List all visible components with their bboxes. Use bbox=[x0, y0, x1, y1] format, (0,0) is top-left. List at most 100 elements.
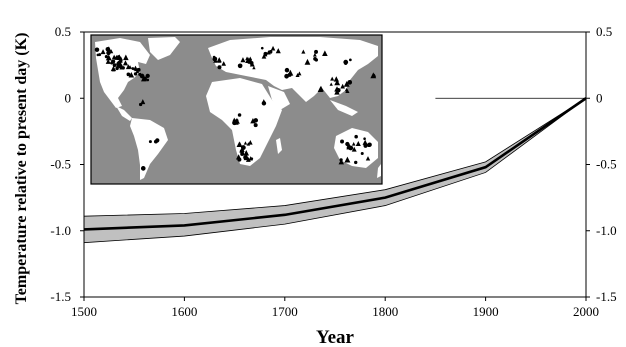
site-marker-dot bbox=[314, 49, 319, 54]
site-marker-dot bbox=[268, 50, 273, 54]
site-marker-triangle bbox=[248, 56, 252, 60]
site-marker-triangle bbox=[355, 140, 361, 147]
y-tick-label-left-3: 0 bbox=[65, 90, 72, 105]
land-new-zealand bbox=[377, 164, 381, 178]
site-marker-dot bbox=[346, 145, 351, 150]
site-marker-dot bbox=[106, 50, 111, 56]
y-tick-label-right-4: 0.5 bbox=[596, 24, 612, 39]
site-marker-triangle bbox=[351, 141, 356, 146]
site-marker-triangle bbox=[370, 72, 377, 79]
site-marker-triangle bbox=[243, 149, 249, 156]
site-marker-dot bbox=[263, 51, 268, 56]
site-marker-dot bbox=[343, 59, 349, 65]
site-marker-dot bbox=[111, 59, 116, 64]
x-tick-label-1700: 1700 bbox=[272, 304, 298, 319]
site-marker-triangle bbox=[334, 79, 341, 86]
site-marker-dot bbox=[261, 101, 267, 106]
site-marker-dot bbox=[237, 63, 243, 69]
site-marker-dot bbox=[243, 155, 248, 160]
site-marker-triangle bbox=[123, 54, 129, 61]
site-marker-dot bbox=[104, 55, 109, 59]
site-marker-dot bbox=[360, 152, 364, 156]
site-marker-triangle bbox=[248, 139, 253, 145]
site-marker-triangle bbox=[338, 158, 345, 165]
site-marker-dot bbox=[112, 63, 117, 68]
site-marker-triangle bbox=[301, 49, 306, 54]
site-marker-dot bbox=[284, 67, 290, 73]
site-marker-triangle bbox=[116, 54, 123, 60]
y-tick-label-left-0: -1.5 bbox=[50, 289, 71, 304]
land-madagascar bbox=[276, 138, 282, 154]
y-axis-title: Temperature relative to present day (K) bbox=[13, 33, 30, 305]
site-marker-dot bbox=[145, 73, 150, 78]
axes-layer: 1500 1600 1700 1800 1900 2000-1.5 -1.5-1.0 -1.0… bbox=[13, 24, 617, 347]
site-marker-dot bbox=[363, 137, 366, 140]
site-marker-dot bbox=[249, 61, 254, 66]
site-marker-triangle bbox=[100, 49, 106, 55]
site-marker-triangle bbox=[125, 64, 131, 70]
site-marker-dot bbox=[115, 66, 119, 71]
site-marker-triangle bbox=[234, 117, 240, 124]
y-tick-label-left-1: -1.0 bbox=[50, 223, 71, 238]
site-marker-dot bbox=[367, 142, 372, 147]
site-marker-dot bbox=[105, 46, 110, 52]
site-marker-triangle bbox=[329, 82, 333, 86]
site-marker-dot bbox=[146, 78, 150, 82]
site-markers bbox=[94, 45, 377, 171]
site-marker-triangle bbox=[275, 48, 281, 54]
x-tick-label-1600: 1600 bbox=[171, 304, 197, 319]
inset-site-map bbox=[90, 34, 383, 185]
y-tick-label-right-1: -1.0 bbox=[596, 223, 617, 238]
site-marker-triangle bbox=[351, 146, 357, 152]
site-marker-triangle bbox=[334, 86, 340, 92]
site-marker-triangle bbox=[362, 139, 368, 145]
map-landmasses bbox=[95, 37, 381, 180]
site-marker-triangle bbox=[119, 58, 123, 63]
x-tick-label-1500: 1500 bbox=[71, 304, 97, 319]
site-marker-triangle bbox=[128, 71, 135, 78]
site-marker-triangle bbox=[317, 86, 324, 92]
site-marker-triangle bbox=[111, 68, 116, 72]
site-marker-triangle bbox=[312, 52, 317, 57]
site-marker-triangle bbox=[236, 141, 243, 147]
land-central-america bbox=[116, 106, 132, 121]
x-tick-label-1900: 1900 bbox=[473, 304, 499, 319]
site-marker-triangle bbox=[287, 69, 294, 76]
site-marker-triangle bbox=[322, 50, 328, 57]
site-marker-dot bbox=[354, 134, 358, 139]
y-tick-label-right-0: -1.5 bbox=[596, 289, 617, 304]
site-marker-dot bbox=[138, 72, 142, 76]
site-marker-dot bbox=[217, 65, 222, 70]
site-marker-dot bbox=[349, 58, 352, 62]
site-marker-dot bbox=[121, 66, 125, 70]
site-marker-triangle bbox=[221, 61, 227, 66]
site-marker-triangle bbox=[140, 99, 146, 105]
site-marker-triangle bbox=[343, 80, 350, 87]
series-line-layer bbox=[83, 97, 587, 231]
site-marker-triangle bbox=[365, 156, 371, 161]
site-marker-dot bbox=[237, 113, 242, 117]
site-marker-dot bbox=[339, 158, 343, 162]
site-marker-dot bbox=[148, 140, 152, 144]
site-marker-triangle bbox=[245, 56, 249, 61]
site-marker-triangle bbox=[122, 60, 129, 66]
site-marker-triangle bbox=[232, 117, 237, 122]
land-eurasia bbox=[208, 37, 378, 102]
site-marker-triangle bbox=[330, 76, 335, 81]
site-marker-triangle bbox=[141, 166, 146, 171]
series-line-0 bbox=[83, 97, 587, 231]
land-africa bbox=[206, 78, 282, 166]
site-marker-dot bbox=[239, 149, 245, 154]
site-marker-dot bbox=[250, 157, 254, 161]
site-marker-triangle bbox=[295, 72, 300, 78]
site-marker-triangle bbox=[140, 75, 147, 82]
site-marker-dot bbox=[131, 67, 135, 70]
y-tick-label-right-3: 0 bbox=[596, 90, 603, 105]
site-marker-triangle bbox=[266, 50, 271, 55]
site-marker-dot bbox=[116, 61, 121, 67]
land-south-america bbox=[130, 118, 168, 180]
site-marker-triangle bbox=[250, 117, 256, 124]
site-marker-dot bbox=[347, 80, 353, 85]
site-marker-dot bbox=[153, 139, 158, 144]
